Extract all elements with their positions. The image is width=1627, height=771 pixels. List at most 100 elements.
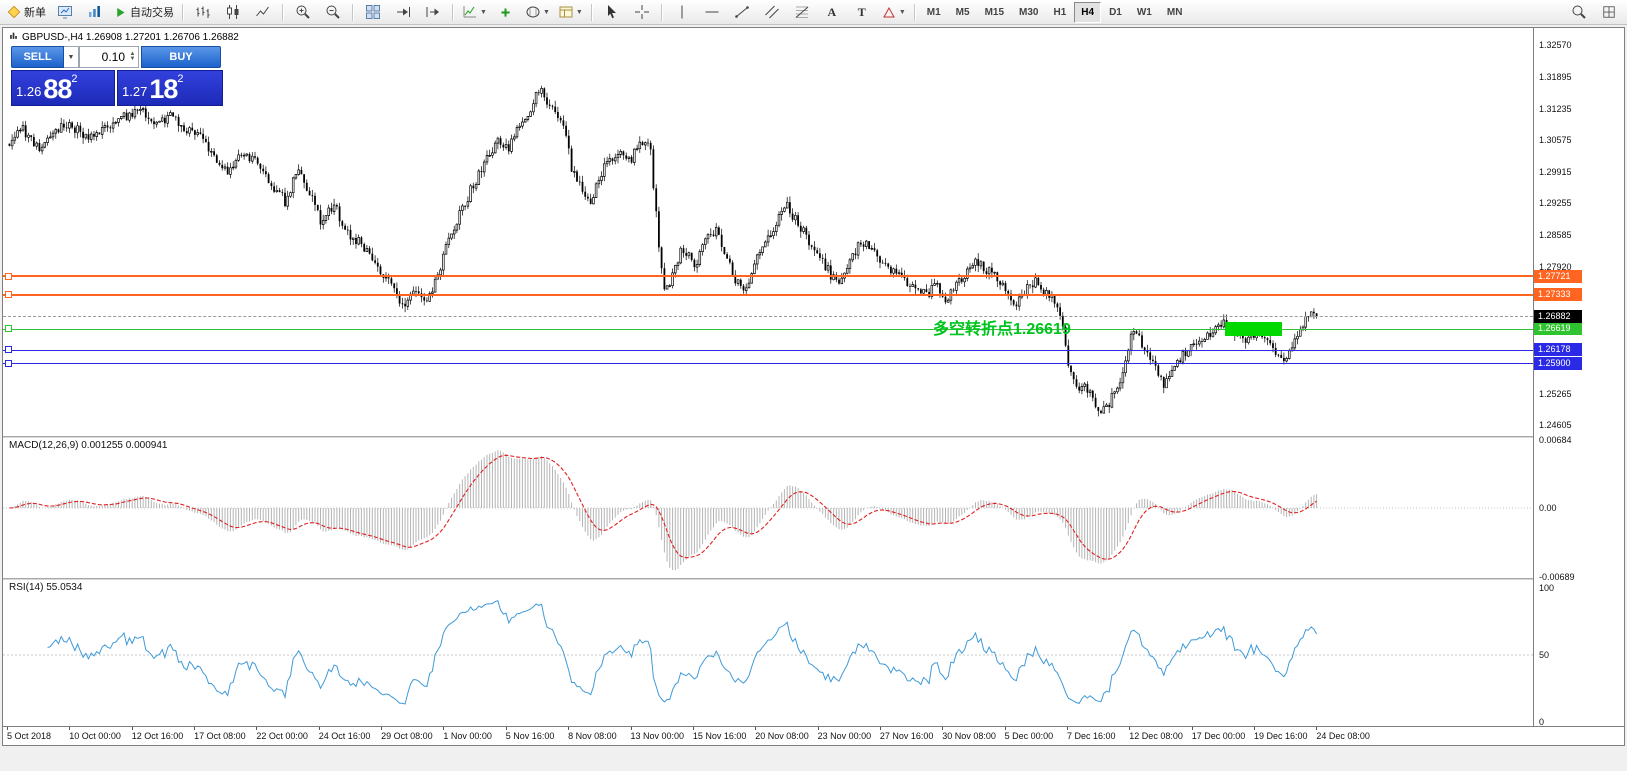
volume-stepper[interactable]: ▲ ▼ [127,51,138,62]
toolbar-separator [352,3,354,21]
timeframe-group: M1 M5 M15 M30 H1 H4 D1 W1 MN [920,1,1190,23]
macd-title: MACD(12,26,9) 0.001255 0.000941 [9,440,168,451]
support-line-lower-handle[interactable] [5,359,12,367]
charts-window-button[interactable] [50,1,80,24]
timeframe-m1-button[interactable]: M1 [926,6,941,18]
price-tick: 1.32570 [1539,40,1572,50]
rsi-tick: 50 [1539,650,1550,660]
pane-splitter[interactable] [3,436,1624,438]
pivot-annotation[interactable]: 多空转折点1.26619 [933,321,1071,338]
fibonacci-button[interactable] [787,1,817,24]
candlestick-chart-button[interactable] [218,1,248,24]
timeframe-mn-button[interactable]: MN [1166,6,1183,18]
volume-input[interactable]: 0.10 ▲ ▼ [79,46,139,68]
auto-trading-button[interactable]: 自动交易 [110,1,178,24]
rsi-chart [3,600,1533,705]
timeframe-d1-button[interactable]: D1 [1109,6,1122,18]
timeframe-h4-button[interactable]: H4 [1074,1,1102,23]
auto-trading-label: 自动交易 [130,7,174,19]
time-label: 8 Nov 08:00 [568,731,617,741]
price-tick: 1.25265 [1539,388,1572,399]
volume-value: 0.10 [101,50,125,64]
layout-button[interactable] [1594,1,1624,24]
vertical-line-button[interactable] [667,1,697,24]
resistance-line-upper-handle[interactable] [5,272,12,280]
bar-chart-button[interactable] [188,1,218,24]
order-type-dropdown[interactable]: ▼ [64,46,79,68]
price-tick: 1.29915 [1539,166,1572,177]
line-chart-button[interactable] [248,1,278,24]
chart-shift-button[interactable] [418,1,448,24]
horizontal-line-button[interactable] [697,1,727,24]
sell-button[interactable]: SELL [11,46,64,68]
resistance-line-lower[interactable] [3,293,1533,296]
time-label: 15 Nov 16:00 [692,731,747,741]
time-label: 7 Dec 16:00 [1067,731,1116,741]
toolbar-separator [913,3,916,21]
indicators-button[interactable]: ▼ [458,1,491,24]
indicators-icon [462,4,478,20]
timeframe-w1-button[interactable]: W1 [1136,6,1152,18]
arrows-button[interactable]: ▼ [877,1,910,24]
time-tick [1316,727,1318,730]
zoom-out-button[interactable] [318,1,348,24]
macd-pane[interactable]: MACD(12,26,9) 0.001255 0.000941 [3,438,1533,578]
periods-button[interactable]: ▼ [521,1,554,24]
toolbar-separator [452,3,454,21]
bar-chart-icon [195,4,211,20]
volume-down-icon[interactable]: ▼ [129,56,136,62]
trendline-button[interactable] [727,1,757,24]
support-line-upper-handle[interactable] [5,346,12,354]
add-indicator-button[interactable] [491,1,521,24]
ask-price-panel[interactable]: 1.27 18 2 [117,70,223,106]
volume-up-icon[interactable]: ▲ [129,51,136,57]
toolbar-right-group [1564,1,1624,24]
buy-button[interactable]: BUY [141,46,221,68]
bid-price-panel[interactable]: 1.26 88 2 [11,70,115,106]
time-label: 17 Oct 08:00 [194,731,246,741]
crosshair-button[interactable] [627,1,657,24]
time-tick [942,727,944,730]
price-axis[interactable]: 1.32570 1.31895 1.31235 1.30575 1.29915 1.292… [1533,28,1624,727]
channel-icon [764,4,780,20]
templates-icon [558,4,574,20]
search-button[interactable] [1564,1,1594,24]
main-chart-pane[interactable]: GBPUSD-,H4 1.26908 1.27201 1.26706 1.268… [3,28,1533,436]
timeframe-m30-button[interactable]: M30 [1019,6,1039,18]
cursor-button[interactable] [597,1,627,24]
dropdown-caret-icon: ▼ [542,8,550,16]
templates-button[interactable]: ▼ [554,1,587,24]
time-label: 27 Nov 16:00 [879,731,934,741]
timeframe-m15-button[interactable]: M15 [984,6,1005,18]
support-line-upper[interactable] [3,349,1533,351]
macd-tick: 0.00684 [1539,435,1572,445]
zoom-in-button[interactable] [288,1,318,24]
market-watch-icon [87,4,103,20]
timeframe-h1-button[interactable]: H1 [1053,6,1067,18]
timeframe-m5-button[interactable]: M5 [955,6,970,18]
rsi-tick: 0 [1539,717,1545,727]
resistance-line-upper[interactable] [3,275,1533,278]
time-label: 29 Oct 08:00 [381,731,433,741]
channel-button[interactable] [757,1,787,24]
pivot-line-handle[interactable] [5,325,12,333]
auto-trading-icon [114,6,127,19]
rsi-pane[interactable]: RSI(14) 55.0534 [3,580,1533,726]
market-watch-button[interactable] [80,1,110,24]
time-tick [817,727,819,730]
label-button[interactable]: T [847,1,877,24]
pane-splitter[interactable] [3,578,1624,580]
support-line-lower[interactable] [3,363,1533,365]
toolbar-separator [590,3,593,21]
tile-windows-button[interactable] [358,1,388,24]
auto-scroll-button[interactable] [388,1,418,24]
chart-title-text: GBPUSD-,H4 1.26908 1.27201 1.26706 1.268… [22,31,239,43]
text-button[interactable]: A [817,1,847,24]
time-tick [879,727,881,730]
highlight-rectangle[interactable] [1225,322,1282,336]
new-order-button[interactable]: 新单 [3,1,50,24]
pivot-line[interactable] [3,328,1533,330]
time-axis[interactable]: 5 Oct 2018 10 Oct 00:00 12 Oct 16:00 17 Oct… [3,726,1624,745]
time-label: 5 Dec 00:00 [1004,731,1054,741]
resistance-line-lower-handle[interactable] [5,291,12,299]
